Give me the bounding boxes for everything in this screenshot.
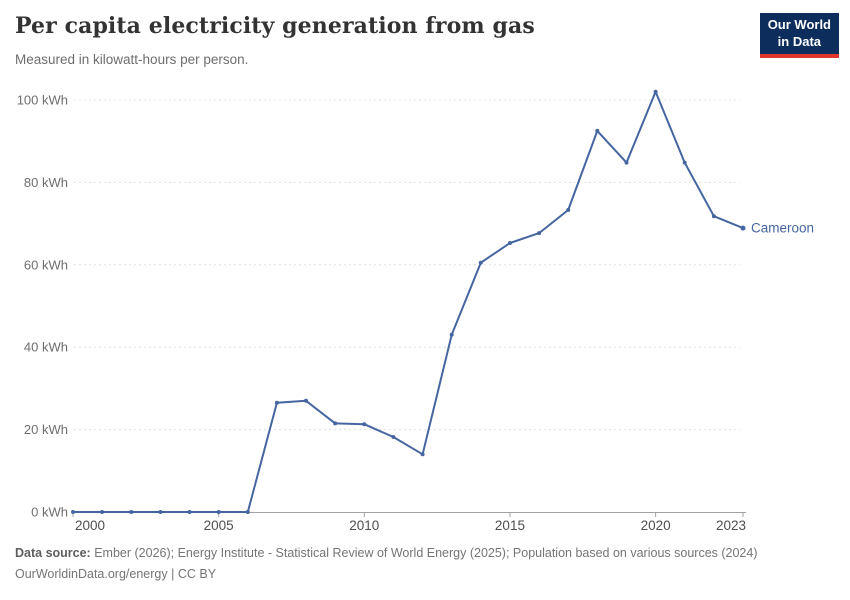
data-point — [216, 510, 221, 514]
page-title: Per capita electricity generation from g… — [15, 13, 535, 39]
data-point — [449, 332, 454, 337]
data-point — [595, 128, 600, 133]
owid-logo[interactable]: Our World in Data — [759, 13, 839, 58]
data-point — [362, 422, 367, 427]
data-point — [566, 208, 571, 212]
series-end-label: Cameroon — [751, 221, 814, 236]
logo-line2: in Data — [777, 33, 822, 49]
datasource-text: Ember (2026); Energy Institute - Statist… — [90, 546, 758, 560]
data-point — [537, 231, 542, 236]
footer-license: OurWorldinData.org/energy | CC BY — [15, 567, 216, 581]
footer-separator: | — [167, 567, 178, 581]
data-point — [187, 510, 192, 514]
y-tick-label: 0 kWh — [31, 505, 68, 520]
y-tick-label: 60 kWh — [24, 257, 68, 272]
chart-canvas: 0 kWh 20 kWh 40 kWh 60 kWh 80 kWh 100 kWh 2000… — [17, 89, 814, 533]
y-tick-label: 80 kWh — [24, 175, 68, 190]
data-point — [653, 89, 658, 94]
data-point — [333, 421, 338, 426]
data-point — [304, 398, 308, 403]
data-point — [740, 225, 746, 231]
x-tick-label: 2005 — [204, 518, 234, 533]
data-point — [508, 241, 512, 245]
data-point — [100, 510, 105, 514]
license-link[interactable]: CC BY — [177, 567, 217, 581]
data-point — [391, 435, 396, 439]
x-tick-label: 2020 — [641, 518, 671, 533]
data-point — [71, 510, 75, 514]
data-point — [682, 160, 687, 165]
data-point — [274, 400, 279, 405]
footer-url-link[interactable]: OurWorldinData.org/energy — [15, 567, 168, 581]
data-point — [420, 452, 425, 457]
chart-subtitle: Measured in kilowatt-hours per person. — [15, 52, 249, 67]
x-tick-label: 2000 — [75, 518, 105, 533]
footer-datasource: Data source: Ember (2026); Energy Instit… — [15, 546, 758, 560]
x-tick-label: 2010 — [349, 518, 379, 533]
data-point — [158, 510, 163, 514]
series-line-cameroon — [72, 90, 744, 513]
y-tick-label: 40 kWh — [24, 340, 68, 355]
data-point — [245, 510, 250, 514]
data-point — [129, 510, 134, 514]
data-point — [711, 214, 716, 219]
logo-line1: Our World — [767, 17, 831, 32]
data-point — [478, 260, 483, 265]
y-tick-label: 20 kWh — [24, 422, 68, 437]
x-tick-label: 2015 — [495, 518, 525, 533]
datasource-label: Data source: — [15, 546, 91, 560]
line-chart: 0 kWh 20 kWh 40 kWh 60 kWh 80 kWh 100 kWh 2000… — [0, 80, 850, 540]
y-tick-label: 100 kWh — [17, 93, 68, 108]
data-point — [624, 160, 629, 165]
x-tick-label: 2023 — [716, 518, 746, 533]
